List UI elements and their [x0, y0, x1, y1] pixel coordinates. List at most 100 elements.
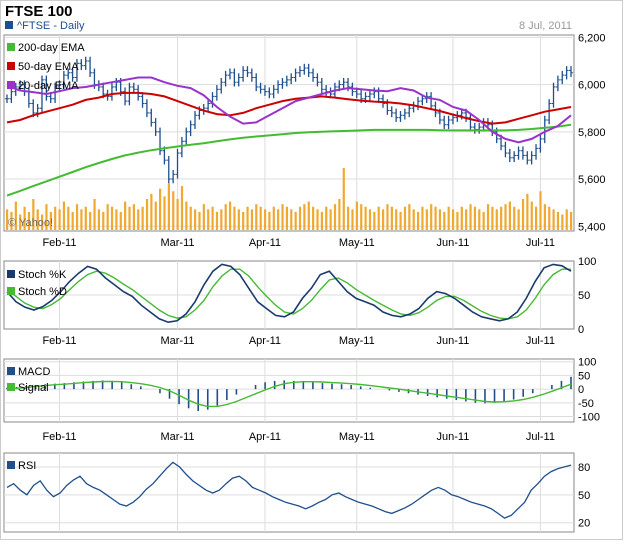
price-bar	[127, 82, 132, 106]
price-bar	[184, 127, 189, 146]
volume-bar	[438, 209, 442, 230]
volume-bar	[97, 209, 101, 230]
price-bar	[140, 92, 145, 108]
macd-histogram	[6, 376, 572, 412]
price-bar	[341, 77, 346, 89]
volume-bar	[390, 206, 393, 230]
legend-swatch-ema20	[7, 81, 15, 89]
legend-swatch-ema50	[7, 62, 15, 70]
volume-bar	[338, 199, 341, 230]
volume-bar	[469, 204, 472, 230]
volume-bar	[548, 206, 551, 230]
price-bar	[398, 111, 403, 122]
price-bar	[367, 89, 372, 101]
volume-bar	[58, 209, 61, 230]
volume-bar	[535, 206, 538, 230]
volume-bar	[32, 199, 35, 230]
volume-bar	[6, 209, 9, 230]
ema20-line	[6, 76, 572, 144]
price-bar	[245, 66, 250, 78]
volume-bar	[347, 206, 350, 230]
volume-bar	[382, 209, 385, 230]
volume-bar	[521, 199, 525, 230]
volume-bar	[526, 193, 529, 230]
volume-bar	[333, 204, 337, 230]
y-tick-label: 50	[578, 490, 590, 502]
price-bar	[297, 66, 302, 78]
legend-stoch-d: Stoch %D	[18, 286, 67, 298]
price-bar	[280, 77, 285, 89]
volume-bar	[434, 206, 437, 230]
volume-bar	[102, 211, 105, 230]
legend-stoch-k: Stoch %K	[18, 269, 67, 281]
volume-bar	[312, 206, 315, 230]
price-bar	[315, 73, 320, 87]
ticker-swatch	[5, 21, 13, 29]
volume-bar	[54, 206, 57, 230]
volume-bar	[298, 206, 302, 230]
legend-ema20: 20-day EMA	[18, 80, 79, 92]
legend-swatch-macd	[7, 367, 15, 375]
volume-bar	[124, 201, 127, 230]
stoch-legend: Stoch %K Stoch %D	[7, 269, 67, 298]
volume-bar	[71, 211, 74, 230]
price-bar	[271, 85, 276, 99]
x-tick-label: Jul-11	[526, 237, 555, 249]
macd-x-ticks: Feb-11 Mar-11 Apr-11 May-11 Jun-11 Jul-11	[42, 431, 555, 443]
price-bar	[516, 146, 521, 160]
price-bar	[306, 63, 311, 78]
rsi-grid	[4, 453, 574, 532]
volume-bar	[154, 201, 157, 230]
volume-bar	[49, 211, 52, 230]
price-bar	[83, 56, 88, 70]
rsi-panel	[3, 452, 575, 533]
volume-bar	[513, 206, 516, 230]
price-bar	[503, 141, 508, 158]
volume-bar	[430, 204, 433, 230]
price-bar	[57, 80, 62, 92]
volume-bar	[211, 206, 214, 230]
volume-bar	[224, 204, 227, 230]
volume-bar	[570, 211, 573, 230]
price-bar	[319, 77, 324, 94]
volume-bar	[294, 211, 297, 230]
volume-bar	[242, 211, 245, 230]
price-bar	[241, 66, 246, 82]
volume-bar	[194, 209, 197, 230]
legend-signal: Signal	[18, 382, 49, 394]
volume-bar	[285, 206, 289, 230]
volume-bar	[40, 214, 44, 230]
x-tick-label: Feb-11	[42, 335, 76, 347]
volume-bar	[478, 209, 481, 230]
price-bar	[206, 99, 211, 113]
volume-bar	[106, 204, 109, 230]
price-bar	[407, 103, 412, 118]
legend-swatch-stoch-d	[7, 287, 15, 295]
volume-bar	[180, 186, 184, 230]
volume-bar	[84, 206, 87, 230]
y-tick-label: 6,000	[578, 80, 606, 92]
y-tick-label: -100	[578, 412, 600, 424]
volume-bar	[491, 206, 494, 230]
volume-bar	[543, 204, 546, 230]
x-tick-label: Mar-11	[160, 335, 194, 347]
x-tick-label: Jun-11	[437, 335, 470, 347]
stoch-y-ticks: 100 50 0	[578, 256, 596, 336]
volume-bar	[189, 206, 192, 230]
y-tick-label: 6,200	[578, 32, 606, 44]
volume-bar	[360, 204, 363, 230]
watermark: © Yahoo!	[8, 217, 53, 229]
volume-bar	[364, 206, 367, 230]
volume-bar	[176, 199, 179, 230]
price-bar	[302, 63, 307, 75]
price-bar	[289, 73, 294, 85]
macd-grid	[4, 359, 574, 422]
volume-bar	[351, 209, 354, 230]
price-bar	[555, 75, 560, 92]
price-bar	[214, 85, 219, 101]
price-bar	[193, 111, 197, 129]
volume-bar	[10, 211, 13, 230]
volume-bar	[377, 206, 380, 230]
